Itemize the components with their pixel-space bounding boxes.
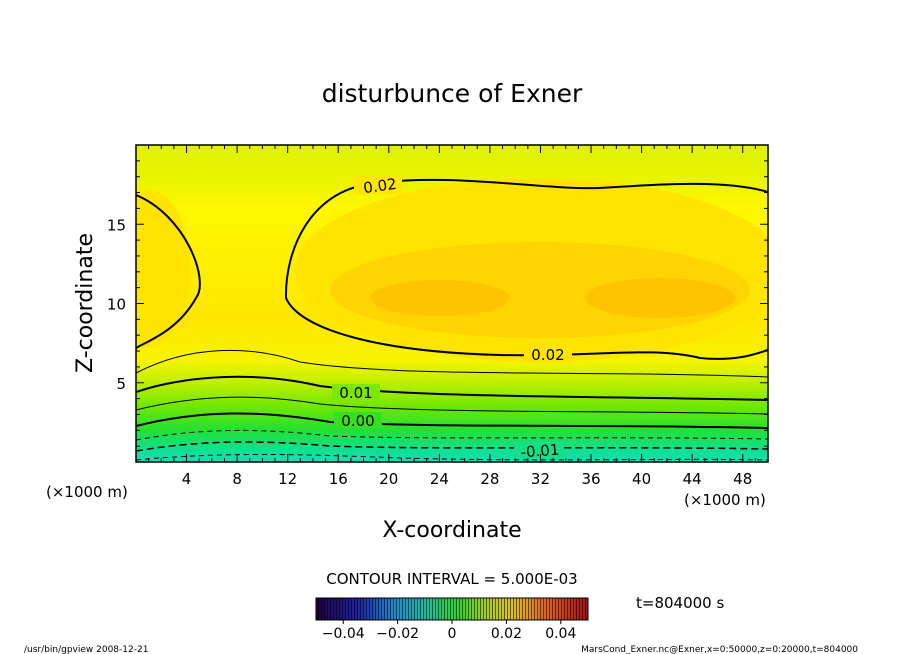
x-unit-right: (×1000 m) [684,491,766,509]
x-tick-label: 48 [733,470,752,488]
y-tick-label: 15 [107,216,126,234]
x-tick-label: 12 [278,470,297,488]
colorbar-tick-label: 0.02 [491,626,522,642]
contour-label: 0.02 [362,175,398,197]
x-tick-label: 8 [232,470,242,488]
contour-line-thin-a [136,349,768,378]
contour-line--0.01 [136,441,768,452]
x-tick-label: 32 [531,470,550,488]
colorbar-tick-label: −0.04 [322,626,365,642]
x-tick-label: 24 [430,470,449,488]
x-tick-label: 28 [480,470,499,488]
x-tick-label: 40 [632,470,651,488]
x-axis-label: X-coordinate [382,518,521,543]
x-tick-label: 20 [379,470,398,488]
x-tick-label: 36 [581,470,600,488]
contour-line-dash-a [136,429,768,441]
time-text: t=804000 s [636,594,724,612]
shaded-field-top-band [136,145,768,165]
contour-label: 0.02 [531,346,564,364]
colorbar: −0.04 −0.02 0 0.02 0.04 [315,597,589,642]
shaded-field-max-a [370,280,510,316]
colorbar-tick-label: 0.04 [545,626,576,642]
colorbar-ticks: −0.04 −0.02 0 0.02 0.04 [322,620,576,642]
x-unit-left: (×1000 m) [46,483,128,501]
contour-line-0.02-left [136,194,201,349]
y-tick-label: 10 [107,296,126,314]
footer-right: MarsCond_Exner.nc@Exner,x=0:50000,z=0:20… [581,645,858,654]
contour-line-thin-b [136,396,768,415]
contour-line-dash-b [136,454,768,461]
contour-label: 0.00 [341,412,374,430]
x-tick-label: 4 [182,470,192,488]
plot-area [136,145,768,462]
contour-interval-text: CONTOUR INTERVAL = 5.000E-03 [326,570,577,588]
contour-labels: 0.02 0.02 0.01 0.00 -0.01 [332,175,572,462]
y-tick-label: 5 [116,375,126,393]
x-axis-ticks: 4 8 12 16 20 24 28 32 36 40 44 48 [148,145,756,488]
y-axis-label: Z-coordinate [73,233,98,373]
x-tick-label: 44 [683,470,702,488]
y-axis-ticks: 5 10 15 [107,160,768,447]
contour-label: -0.01 [520,441,560,462]
chart-title: disturbunce of Exner [322,79,583,108]
shaded-field-max-b [585,278,735,318]
colorbar-stripes [316,598,588,620]
shaded-field-left-lobe [136,190,190,346]
colorbar-tick-label: −0.02 [376,626,419,642]
x-tick-label: 16 [329,470,348,488]
colorbar-tick-label: 0 [448,626,457,642]
contour-line-0.02-right [284,178,768,360]
footer-left: /usr/bin/gpview 2008-12-21 [24,645,148,654]
contour-label: 0.01 [339,384,372,402]
